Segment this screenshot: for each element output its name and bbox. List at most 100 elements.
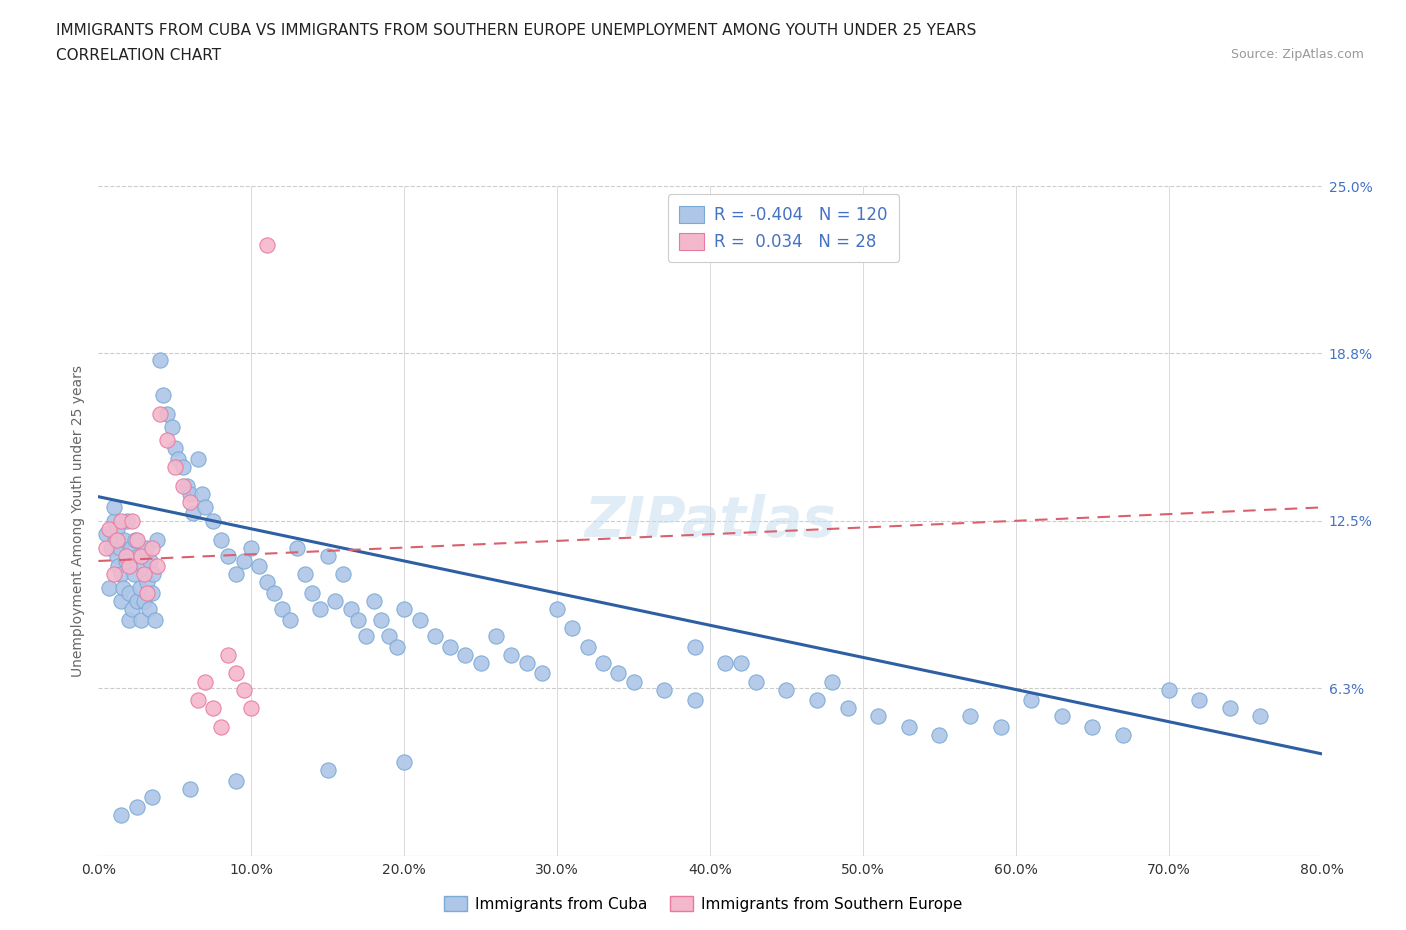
Point: [607, 666, 630, 681]
Point: [124, 532, 146, 547]
Point: [179, 486, 201, 501]
Point: [240, 540, 263, 555]
Point: [385, 639, 408, 654]
Point: [118, 559, 141, 574]
Point: [683, 639, 706, 654]
Point: [775, 682, 797, 697]
Point: [163, 441, 186, 456]
Point: [247, 559, 270, 574]
Point: [821, 674, 844, 689]
Point: [149, 406, 172, 421]
Point: [105, 532, 128, 547]
Point: [225, 567, 247, 582]
Point: [143, 613, 166, 628]
Point: [278, 613, 301, 628]
Point: [392, 754, 416, 769]
Point: [316, 763, 339, 777]
Point: [121, 513, 143, 528]
Point: [121, 602, 143, 617]
Text: ZIPatlas: ZIPatlas: [585, 494, 835, 548]
Point: [129, 613, 152, 628]
Point: [152, 388, 174, 403]
Point: [546, 602, 568, 617]
Point: [454, 647, 477, 662]
Legend: R = -0.404   N = 120, R =  0.034   N = 28: R = -0.404 N = 120, R = 0.034 N = 28: [668, 194, 900, 262]
Point: [138, 602, 160, 617]
Point: [202, 513, 225, 528]
Point: [127, 548, 149, 563]
Point: [134, 593, 156, 608]
Point: [167, 452, 190, 467]
Point: [142, 567, 165, 582]
Point: [240, 701, 263, 716]
Point: [98, 580, 121, 595]
Point: [145, 559, 167, 574]
Point: [202, 701, 225, 716]
Point: [363, 593, 385, 608]
Point: [94, 540, 117, 555]
Point: [104, 532, 127, 547]
Point: [714, 656, 737, 671]
Point: [187, 693, 209, 708]
Point: [125, 800, 148, 815]
Point: [120, 540, 142, 555]
Point: [256, 575, 278, 590]
Point: [209, 532, 232, 547]
Point: [145, 532, 167, 547]
Point: [232, 553, 254, 568]
Point: [1188, 693, 1211, 708]
Point: [439, 639, 461, 654]
Point: [105, 522, 128, 537]
Point: [217, 548, 239, 563]
Point: [156, 433, 179, 448]
Point: [1019, 693, 1042, 708]
Point: [423, 629, 446, 644]
Point: [225, 666, 247, 681]
Point: [897, 720, 920, 735]
Point: [325, 593, 347, 608]
Point: [117, 513, 139, 528]
Point: [232, 682, 254, 697]
Point: [683, 693, 706, 708]
Point: [485, 629, 508, 644]
Point: [179, 495, 201, 510]
Point: [263, 586, 285, 601]
Point: [187, 452, 209, 467]
Point: [118, 586, 141, 601]
Point: [516, 656, 538, 671]
Point: [347, 613, 370, 628]
Point: [392, 602, 416, 617]
Point: [181, 505, 204, 520]
Point: [501, 647, 523, 662]
Point: [115, 548, 138, 563]
Point: [118, 613, 141, 628]
Point: [132, 559, 155, 574]
Point: [111, 580, 134, 595]
Point: [745, 674, 768, 689]
Point: [115, 553, 138, 568]
Point: [103, 567, 125, 582]
Point: [1157, 682, 1180, 697]
Point: [107, 559, 129, 574]
Point: [470, 656, 492, 671]
Point: [110, 513, 132, 528]
Point: [110, 593, 132, 608]
Point: [1112, 727, 1135, 742]
Point: [256, 237, 278, 252]
Point: [110, 567, 132, 582]
Point: [172, 479, 194, 494]
Point: [294, 567, 316, 582]
Point: [179, 781, 201, 796]
Text: IMMIGRANTS FROM CUBA VS IMMIGRANTS FROM SOUTHERN EUROPE UNEMPLOYMENT AMONG YOUTH: IMMIGRANTS FROM CUBA VS IMMIGRANTS FROM …: [56, 23, 977, 38]
Point: [370, 613, 392, 628]
Point: [928, 727, 950, 742]
Y-axis label: Unemployment Among Youth under 25 years: Unemployment Among Youth under 25 years: [70, 365, 84, 677]
Point: [125, 532, 148, 547]
Point: [139, 553, 162, 568]
Point: [136, 586, 159, 601]
Point: [103, 513, 125, 528]
Point: [141, 586, 163, 601]
Point: [105, 548, 128, 563]
Point: [163, 459, 186, 474]
Point: [408, 613, 430, 628]
